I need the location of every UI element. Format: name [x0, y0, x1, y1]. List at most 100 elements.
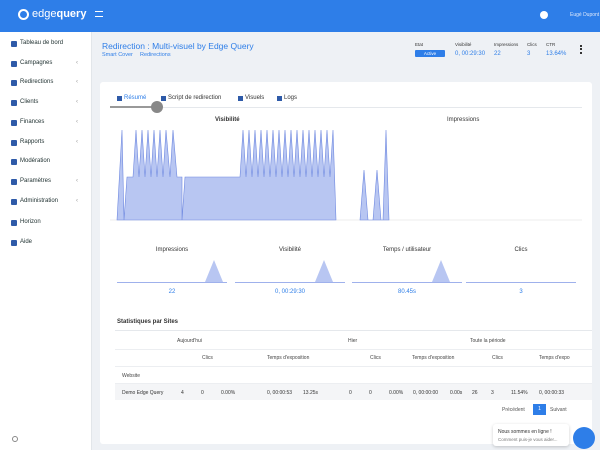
pagination-prev[interactable]: Précédent [502, 407, 525, 413]
logo-query: query [56, 8, 87, 20]
row-line [115, 383, 592, 384]
nav-item[interactable]: Campagnes [20, 59, 53, 66]
cell: 0 [369, 390, 372, 396]
logo-icon [18, 9, 29, 20]
tab-indicator [110, 106, 160, 108]
pagination-next[interactable]: Suivant [550, 407, 567, 413]
card-title: Temps / utilisateur [382, 247, 432, 253]
cell: 0.00% [389, 390, 404, 396]
cell: 0.00s [450, 390, 463, 396]
nav-item[interactable]: Aide [20, 239, 33, 245]
nav-arrow: ‹ [76, 59, 78, 66]
card-baseline [117, 282, 227, 283]
stat-value: 0, 00:29:30 [455, 51, 486, 57]
nav-arrow: ‹ [76, 138, 78, 145]
cell: 0 [349, 390, 352, 396]
cell: 0, 00:00:00 [413, 390, 439, 396]
tab[interactable]: Script de redirection [168, 95, 222, 101]
card-baseline [466, 282, 576, 283]
table: Aujourd'hui Hier Toute la période Clics Temp… [115, 330, 592, 402]
more-menu[interactable] [580, 45, 582, 54]
nav-icon [11, 41, 17, 47]
group-header: Hier [348, 338, 358, 344]
sub-header: Clics [370, 355, 381, 361]
chat-title: Nous sommes en ligne ! [498, 429, 552, 435]
nav-icon [11, 60, 17, 67]
nav-icon [11, 220, 17, 227]
tab-icon [161, 96, 166, 101]
card-value: 22 [168, 289, 176, 295]
nav-icon [11, 240, 17, 246]
stat-value: 13.64% [546, 51, 567, 57]
card-value: 3 [519, 289, 523, 295]
nav-item[interactable]: Modération [20, 158, 51, 165]
menu-toggle[interactable] [95, 11, 103, 17]
stat-label: Impressions [494, 42, 519, 47]
column-header[interactable]: Website [122, 373, 140, 379]
nav-item[interactable]: Administration [20, 197, 59, 204]
nav-item[interactable]: Paramètres [20, 177, 52, 184]
tab[interactable]: Logs [284, 95, 298, 101]
tab[interactable]: Visuels [245, 95, 265, 101]
stat-value: 22 [494, 51, 501, 57]
tab[interactable]: Résumé [124, 95, 147, 101]
card-value: 80.45s [397, 289, 416, 295]
stat-label: Etat [415, 42, 424, 47]
user-icon[interactable] [540, 11, 548, 19]
stat-value: 3 [527, 51, 531, 57]
sub-header: Temps d'exposition [267, 355, 310, 361]
breadcrumb[interactable]: Redirections [140, 52, 171, 58]
status-badge: Active [415, 50, 445, 57]
content-card: Visibilité Impressions Statistiques par … [100, 82, 592, 444]
table-title: Statistiques par Sites [117, 319, 179, 325]
tab-icon [117, 96, 122, 101]
tab-border [110, 107, 582, 108]
chat-bubble[interactable]: Nous sommes en ligne ! Comment puis-je v… [493, 424, 569, 446]
card-value: 0, 00:29:30 [274, 289, 306, 295]
cell: 4 [181, 390, 184, 396]
logo: edgequery [32, 8, 86, 20]
cell: 11.54% [511, 390, 528, 396]
tab-icon [277, 96, 282, 101]
nav-arrow: ‹ [76, 99, 78, 106]
user-name[interactable]: Eugé Dupont [570, 12, 600, 18]
page-title: Redirection : Multi-visuel by Edge Query [102, 41, 254, 51]
nav-item[interactable]: Horizon [20, 219, 41, 226]
row-line [115, 349, 592, 350]
nav-icon [11, 139, 17, 146]
pagination-page[interactable]: 1 [533, 404, 546, 415]
nav-icon [11, 119, 17, 126]
card-title: Clics [514, 247, 528, 253]
card-title: Impressions [155, 247, 189, 253]
cell: 13.25s [303, 390, 319, 396]
nav-icon [11, 80, 17, 87]
settings-icon[interactable] [12, 436, 18, 442]
card-baseline [352, 282, 462, 283]
site-link[interactable]: Demo Edge Query [122, 390, 164, 396]
nav-item[interactable]: Tableau de bord [20, 40, 64, 46]
card-baseline [235, 282, 345, 283]
nav-icon [11, 178, 17, 185]
card-sparkline [315, 260, 333, 282]
sub-header: Clics [202, 355, 213, 361]
nav-item[interactable]: Redirections [20, 79, 54, 86]
nav-item[interactable]: Rapports [20, 138, 45, 145]
chart-title: Impressions [447, 117, 480, 123]
logo-edge: edge [32, 8, 57, 20]
chat-subtitle: Comment puis-je vous aider... [498, 437, 558, 442]
nav-icon [11, 100, 17, 107]
card-title: Visibilité [279, 247, 301, 253]
cell: 0 [201, 390, 204, 396]
nav-item[interactable]: Finances [20, 118, 45, 125]
chat-button[interactable] [573, 427, 595, 449]
cell: 0, 00:00:33 [539, 390, 565, 396]
stat-label: Visibilité [455, 42, 472, 47]
stat-label: Clics [527, 42, 537, 47]
tab-icon [238, 96, 243, 101]
breadcrumb[interactable]: Smart Cover [102, 52, 133, 58]
sub-header: Temps d'expo [539, 355, 570, 361]
nav-item[interactable]: Clients [20, 99, 39, 106]
cell: 26 [472, 390, 478, 396]
nav-icon [11, 159, 17, 166]
